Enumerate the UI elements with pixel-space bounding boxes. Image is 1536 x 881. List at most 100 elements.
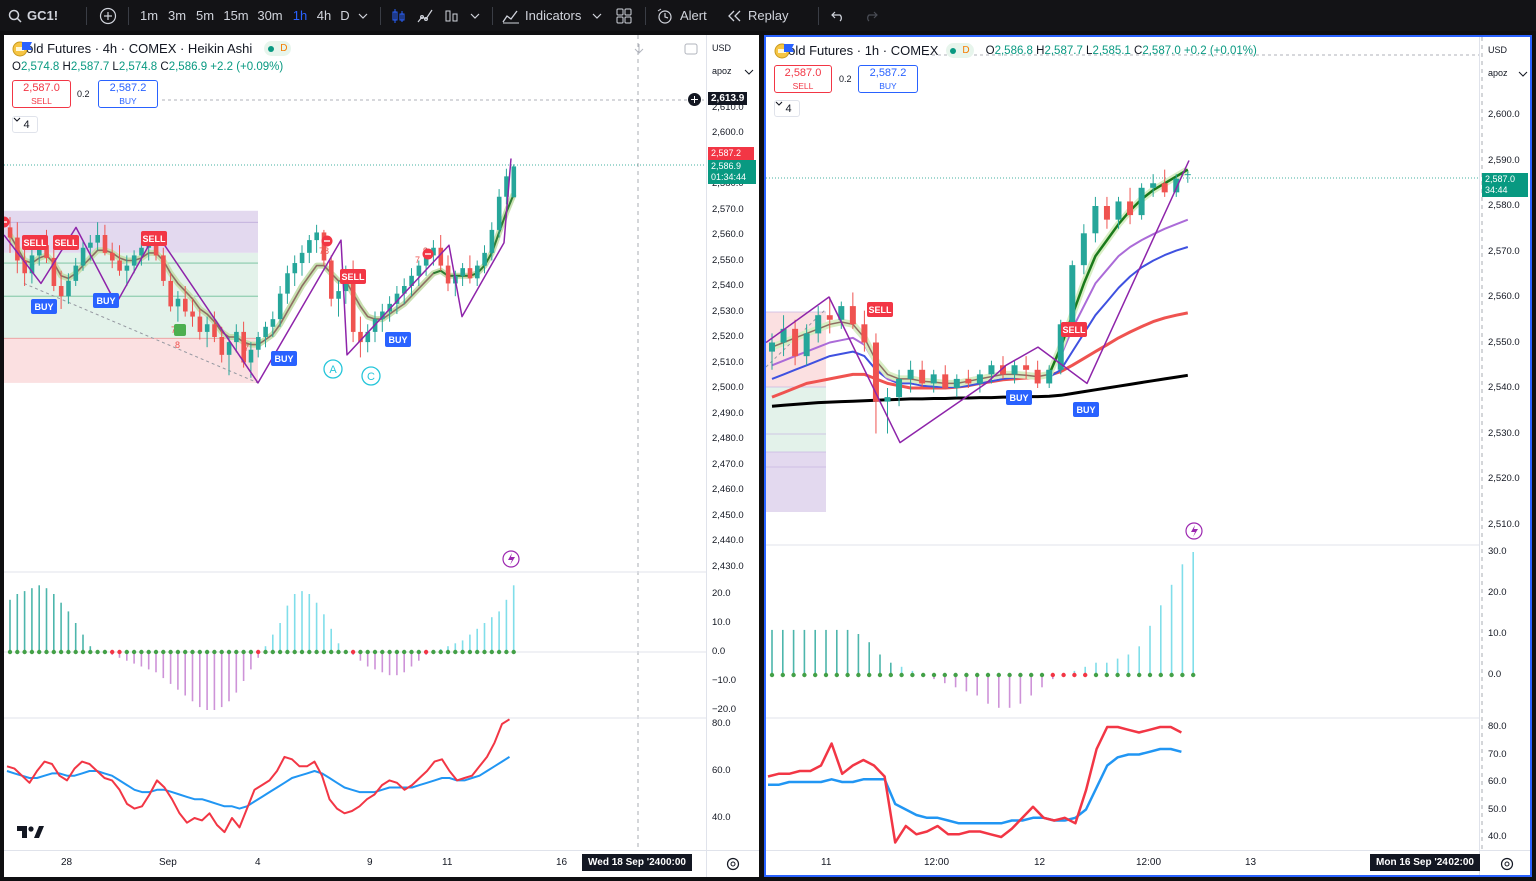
candle-body <box>896 378 903 398</box>
price-tick-6: 2,540.0 <box>1488 382 1520 393</box>
candle-body <box>292 263 298 274</box>
candle-body <box>780 328 787 343</box>
rsi-tick-2: 40.0 <box>712 812 731 823</box>
interval-30m[interactable]: 30m <box>257 8 283 23</box>
crosshair-time: 02:00 <box>1448 857 1474 868</box>
currency-selector[interactable]: USD <box>1488 45 1508 55</box>
alert-button[interactable]: Alert <box>656 5 712 26</box>
candles-chart-type-button[interactable] <box>389 5 407 26</box>
osc-dot <box>1072 672 1077 678</box>
ohlc-low: 2,574.8 <box>118 61 158 73</box>
osc-dot <box>1093 672 1099 678</box>
chart-title[interactable]: Gold Futures · 4h · COMEX · Heikin Ashi <box>16 41 253 56</box>
layouts-button[interactable] <box>615 5 633 26</box>
bars-chart-type-button[interactable] <box>443 5 461 26</box>
interval-1m[interactable]: 1m <box>139 8 159 23</box>
candle-body <box>153 240 159 256</box>
sell-button[interactable]: 2,587.0 SELL <box>774 65 832 93</box>
undo-button[interactable] <box>829 5 847 26</box>
legend-right: Gold Futures · 1h · COMEX D O2,586.8 H2,… <box>774 43 1257 59</box>
osc-dot <box>1126 672 1131 678</box>
market-status[interactable]: D <box>946 43 974 58</box>
collapse-indicators-button[interactable]: 4 <box>12 116 38 133</box>
candle-body <box>1080 233 1087 266</box>
ask-price-label: 2,587.2 <box>708 147 754 160</box>
osc-dot <box>899 672 904 678</box>
grid-layout-icon <box>616 8 632 23</box>
chart-pane-right[interactable]: SELL SELL BUY BUY Gold Futures · 1h · COMEX… <box>764 35 1532 877</box>
zone-lower <box>766 452 826 512</box>
candle-body <box>953 378 960 388</box>
indicators-dropdown[interactable] <box>590 5 604 26</box>
osc-dot <box>263 649 268 655</box>
status-dot-icon <box>268 45 275 52</box>
chevron-down-icon <box>775 101 783 106</box>
interval-d[interactable]: D <box>340 8 350 23</box>
flag-icon[interactable] <box>20 41 34 53</box>
candle-body <box>826 315 833 320</box>
collapse-indicators-button[interactable]: 4 <box>774 100 800 117</box>
buy-button[interactable]: 2,587.2 BUY <box>98 80 158 108</box>
signal-badge <box>271 351 297 366</box>
candle-body <box>204 324 210 332</box>
sell-button[interactable]: 2,587.0 SELL <box>12 80 71 108</box>
candle-body <box>190 311 195 317</box>
osc-dot <box>88 649 93 655</box>
osc-dot <box>856 672 861 678</box>
bar-countdown: 01:34:44 <box>711 172 747 182</box>
signal-badge <box>141 231 167 246</box>
interval-1h[interactable]: 1h <box>292 8 308 23</box>
time-tick-4: 11 <box>442 857 453 868</box>
chart-canvas-right[interactable]: SELL SELL BUY BUY <box>766 37 1530 875</box>
market-status[interactable]: D <box>264 41 292 56</box>
interval-3m[interactable]: 3m <box>167 8 187 23</box>
interval-4h[interactable]: 4h <box>316 8 332 23</box>
osc-dot <box>146 649 151 655</box>
indicators-button[interactable]: Indicators <box>502 5 582 26</box>
count-number: 7 <box>415 255 420 265</box>
interval-5m[interactable]: 5m <box>195 8 215 23</box>
candle-body <box>423 255 429 266</box>
signal-label: SELL <box>341 272 365 282</box>
chart-type-dropdown[interactable] <box>468 5 482 26</box>
currency-selector[interactable]: USD <box>712 43 732 53</box>
candle-body <box>769 342 775 352</box>
wave-label: A <box>329 364 337 376</box>
interval-dropdown[interactable] <box>356 5 370 26</box>
scale-mode-selector[interactable]: apoz <box>712 66 732 76</box>
chevron-down-icon[interactable] <box>744 69 754 75</box>
osc-tick-2: 10.0 <box>1488 628 1507 639</box>
signal-badge <box>53 235 79 250</box>
chart-canvas-left[interactable]: SELLSELLSELLBUYBUYBUYBUYSELLAC7877879 <box>4 35 759 877</box>
candle-body <box>212 324 217 337</box>
time-tick-3: 9 <box>367 857 373 868</box>
osc-dot <box>110 649 115 655</box>
osc-dot <box>996 672 1001 678</box>
line-chart-type-button[interactable] <box>416 5 434 26</box>
redo-button[interactable] <box>862 5 880 26</box>
price-tick-14: 2,470.0 <box>712 458 744 470</box>
osc-dot <box>1083 672 1088 678</box>
chart-title[interactable]: Gold Futures · 1h · COMEX <box>778 43 939 58</box>
osc-dot <box>438 649 443 655</box>
chevron-down-icon[interactable] <box>1518 71 1528 77</box>
compare-add-button[interactable] <box>98 5 118 26</box>
osc-dot <box>496 649 502 655</box>
time-tick-4: 13 <box>1245 857 1257 868</box>
scale-mode-selector[interactable]: apoz <box>1488 68 1508 78</box>
osc-dot <box>975 672 980 678</box>
price-tick-18: 2,430.0 <box>712 560 744 572</box>
time-tick-3: 12:00 <box>1136 857 1162 868</box>
buy-button[interactable]: 2,587.2 BUY <box>858 65 918 93</box>
candle-body <box>1127 201 1134 216</box>
osc-dot <box>1007 672 1012 678</box>
symbol-search[interactable]: GC1! <box>8 0 58 31</box>
sell-price: 2,587.0 <box>23 82 60 94</box>
osc-tick-0: 20.0 <box>712 588 731 599</box>
interval-15m[interactable]: 15m <box>223 8 249 23</box>
chart-pane-left[interactable]: SELLSELLSELLBUYBUYBUYBUYSELLAC7877879 Go… <box>4 35 759 877</box>
flag-icon[interactable] <box>782 43 796 55</box>
replay-button[interactable]: Replay <box>728 5 792 26</box>
alert-label: Alert <box>680 8 707 23</box>
ohlc-high: 2,587.7 <box>1044 44 1083 57</box>
